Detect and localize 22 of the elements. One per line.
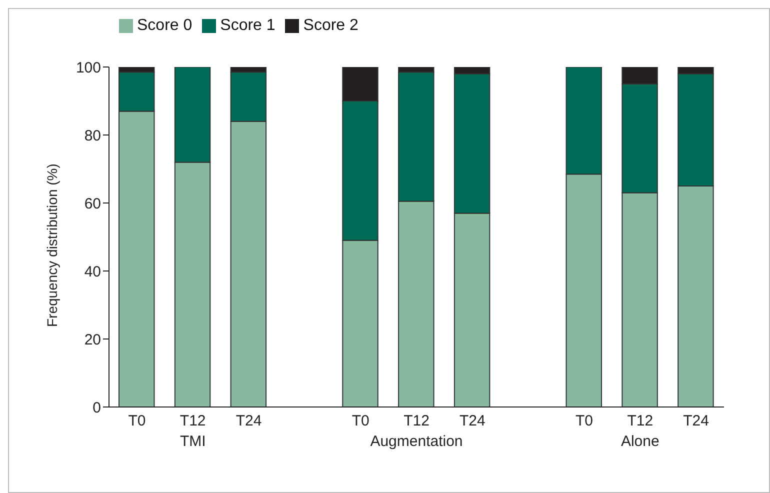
y-tick-label: 100 <box>76 59 101 76</box>
legend-label: Score 1 <box>220 17 276 34</box>
x-tick-label: T24 <box>459 412 486 430</box>
y-tick-label: 60 <box>84 195 101 212</box>
text: TMI <box>178 433 207 450</box>
y-tick-label: 20 <box>84 331 101 348</box>
x-tick-label: T0 <box>575 412 593 430</box>
y-tick-label: 0 <box>92 399 101 416</box>
x-tick-label: T24 <box>683 412 709 430</box>
x-tick-label: T24 <box>236 412 262 430</box>
x-tick-label: T0 <box>352 412 370 430</box>
x-tick-label: T12 <box>404 412 430 430</box>
legend-label: Score 2 <box>303 17 358 34</box>
y-tick-label: 80 <box>84 127 101 144</box>
text: Alone <box>620 433 660 450</box>
text: Augmentation <box>369 433 464 450</box>
x-tick-label: T12 <box>180 412 206 430</box>
y-tick-label: 40 <box>84 263 101 280</box>
legend-label: Score 0 <box>137 17 192 34</box>
x-tick-label: T12 <box>627 412 654 430</box>
x-tick-label: T0 <box>128 412 146 430</box>
y-axis-title: Frequency distribution (%) <box>44 164 60 327</box>
